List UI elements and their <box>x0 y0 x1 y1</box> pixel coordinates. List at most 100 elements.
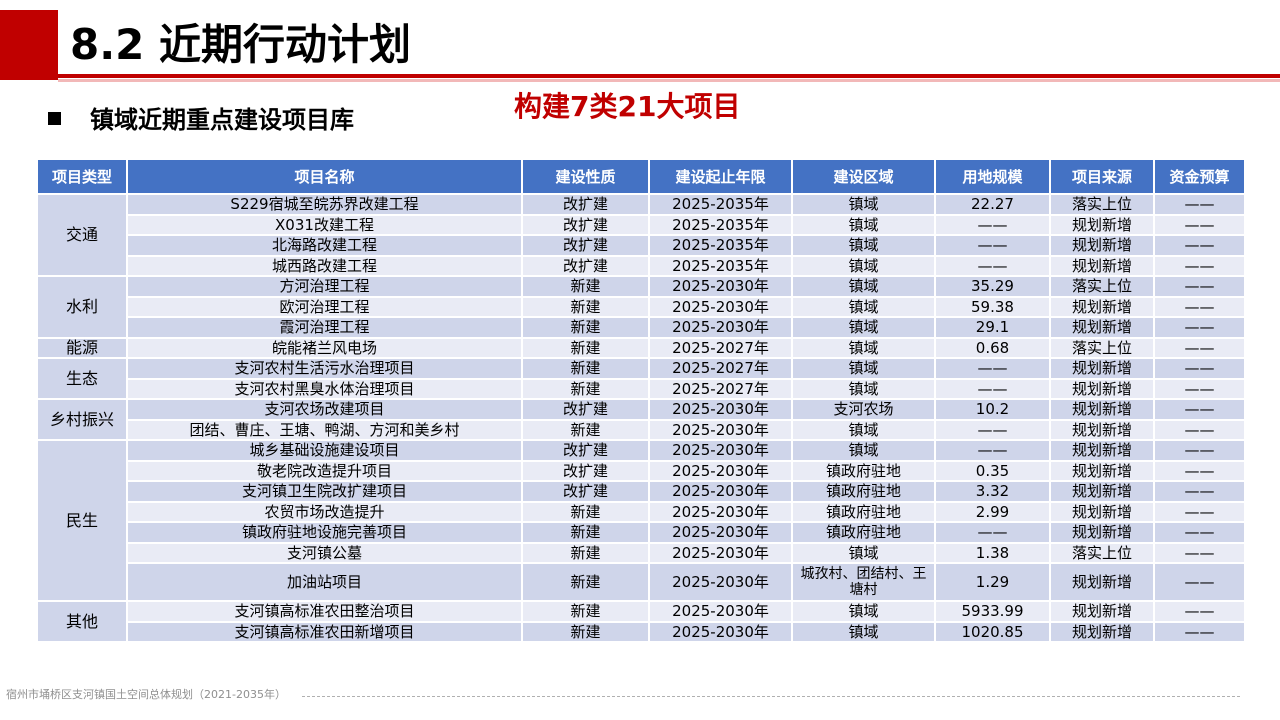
title-underline <box>58 74 1280 78</box>
budget-cell: —— <box>1153 193 1246 216</box>
budget-cell: —— <box>1153 521 1246 544</box>
nature-cell: 新建 <box>521 521 650 544</box>
period-cell: 2025-2027年 <box>648 377 793 400</box>
nature-cell: 新建 <box>521 357 650 380</box>
table-row: X031改建工程 改扩建 2025-2035年 镇域 —— 规划新增 —— <box>37 213 1246 236</box>
source-cell: 规划新增 <box>1049 295 1155 318</box>
area-cell: 镇域 <box>791 193 936 216</box>
nature-cell: 改扩建 <box>521 213 650 236</box>
table-row: 能源 皖能褚兰风电场 新建 2025-2027年 镇域 0.68 落实上位 —— <box>36 336 1246 359</box>
column-header-budget: 资金预算 <box>1153 158 1246 195</box>
budget-cell: —— <box>1153 316 1246 339</box>
land-scale-cell: 22.27 <box>934 193 1051 216</box>
nature-cell: 改扩建 <box>521 254 650 277</box>
budget-cell: —— <box>1153 357 1246 380</box>
area-cell: 城孜村、团结村、王塘村 <box>791 562 936 602</box>
project-type-cell: 交通 <box>36 193 128 277</box>
footer-text: 宿州市埇桥区支河镇国土空间总体规划（2021-2035年） <box>6 688 286 701</box>
budget-cell: —— <box>1153 620 1246 643</box>
period-cell: 2025-2030年 <box>648 480 793 503</box>
land-scale-cell: —— <box>934 439 1051 462</box>
project-type-cell: 能源 <box>36 336 128 359</box>
project-name-cell: 支河农村生活污水治理项目 <box>126 357 523 380</box>
area-cell: 镇域 <box>791 316 936 339</box>
nature-cell: 改扩建 <box>521 459 650 482</box>
project-type-cell: 生态 <box>36 357 128 400</box>
square-bullet-icon <box>48 112 61 125</box>
project-name-cell: 加油站项目 <box>126 562 523 602</box>
nature-cell: 新建 <box>521 562 650 602</box>
project-name-cell: 霞河治理工程 <box>126 316 523 339</box>
table-row: 霞河治理工程 新建 2025-2030年 镇域 29.1 规划新增 —— <box>37 316 1246 339</box>
project-summary-highlight: 构建7类21大项目 <box>514 90 741 123</box>
land-scale-cell: —— <box>934 357 1051 380</box>
area-cell: 镇域 <box>791 234 936 257</box>
source-cell: 规划新增 <box>1049 562 1155 602</box>
land-scale-cell: —— <box>934 521 1051 544</box>
source-cell: 规划新增 <box>1049 213 1155 236</box>
land-scale-cell: 1.29 <box>934 562 1051 602</box>
table-row: 水利 方河治理工程 新建 2025-2030年 镇域 35.29 落实上位 —— <box>36 275 1246 339</box>
period-cell: 2025-2030年 <box>648 500 793 523</box>
table-row: 欧河治理工程 新建 2025-2030年 镇域 59.38 规划新增 —— <box>37 295 1246 318</box>
period-cell: 2025-2030年 <box>648 418 793 441</box>
table-row: 城西路改建工程 改扩建 2025-2035年 镇域 —— 规划新增 —— <box>37 254 1246 277</box>
land-scale-cell: —— <box>934 418 1051 441</box>
project-name-cell: 团结、曹庄、王塘、鸭湖、方河和美乡村 <box>126 418 523 441</box>
source-cell: 规划新增 <box>1049 480 1155 503</box>
footer-divider <box>302 696 1240 697</box>
land-scale-cell: 1.38 <box>934 541 1051 564</box>
project-type-cell: 其他 <box>36 600 128 643</box>
source-cell: 规划新增 <box>1049 620 1155 643</box>
project-name-cell: 支河农村黑臭水体治理项目 <box>126 377 523 400</box>
land-scale-cell: —— <box>934 234 1051 257</box>
area-cell: 镇政府驻地 <box>791 521 936 544</box>
area-cell: 镇域 <box>791 357 936 380</box>
period-cell: 2025-2030年 <box>648 398 793 421</box>
period-cell: 2025-2030年 <box>648 541 793 564</box>
nature-cell: 新建 <box>521 500 650 523</box>
land-scale-cell: —— <box>934 254 1051 277</box>
title-underline-light <box>58 79 1280 82</box>
budget-cell: —— <box>1153 459 1246 482</box>
source-cell: 落实上位 <box>1049 193 1155 216</box>
budget-cell: —— <box>1153 336 1246 359</box>
area-cell: 镇域 <box>791 254 936 277</box>
source-cell: 规划新增 <box>1049 254 1155 277</box>
project-type-cell: 水利 <box>36 275 128 339</box>
land-scale-cell: 5933.99 <box>934 600 1051 623</box>
budget-cell: —— <box>1153 275 1246 298</box>
nature-cell: 改扩建 <box>521 234 650 257</box>
table-row: 生态 支河农村生活污水治理项目 新建 2025-2027年 镇域 —— 规划新增 —— <box>36 357 1246 400</box>
nature-cell: 改扩建 <box>521 193 650 216</box>
nature-cell: 新建 <box>521 336 650 359</box>
land-scale-cell: 1020.85 <box>934 620 1051 643</box>
period-cell: 2025-2030年 <box>648 316 793 339</box>
column-header-name: 项目名称 <box>126 158 523 195</box>
land-scale-cell: 29.1 <box>934 316 1051 339</box>
project-name-cell: 城乡基础设施建设项目 <box>126 439 523 462</box>
table-row: 其他 支河镇高标准农田整治项目 新建 2025-2030年 镇域 5933.99 规划新增 —… <box>36 600 1246 643</box>
source-cell: 规划新增 <box>1049 521 1155 544</box>
project-type-cell: 民生 <box>36 439 128 602</box>
project-name-cell: 支河农场改建项目 <box>126 398 523 421</box>
source-cell: 规划新增 <box>1049 316 1155 339</box>
table-row: 农贸市场改造提升 新建 2025-2030年 镇政府驻地 2.99 规划新增 —— <box>37 500 1246 523</box>
project-name-cell: X031改建工程 <box>126 213 523 236</box>
table-row: 支河镇公墓 新建 2025-2030年 镇域 1.38 落实上位 —— <box>37 541 1246 564</box>
period-cell: 2025-2030年 <box>648 620 793 643</box>
source-cell: 规划新增 <box>1049 357 1155 380</box>
source-cell: 落实上位 <box>1049 541 1155 564</box>
project-name-cell: S229宿城至皖苏界改建工程 <box>126 193 523 216</box>
period-cell: 2025-2035年 <box>648 254 793 277</box>
land-scale-cell: 59.38 <box>934 295 1051 318</box>
project-name-cell: 支河镇高标准农田新增项目 <box>126 620 523 643</box>
project-name-cell: 支河镇高标准农田整治项目 <box>126 600 523 623</box>
period-cell: 2025-2030年 <box>648 295 793 318</box>
budget-cell: —— <box>1153 562 1246 602</box>
period-cell: 2025-2027年 <box>648 357 793 380</box>
source-cell: 落实上位 <box>1049 275 1155 298</box>
budget-cell: —— <box>1153 398 1246 421</box>
column-header-type: 项目类型 <box>36 158 128 195</box>
source-cell: 规划新增 <box>1049 418 1155 441</box>
